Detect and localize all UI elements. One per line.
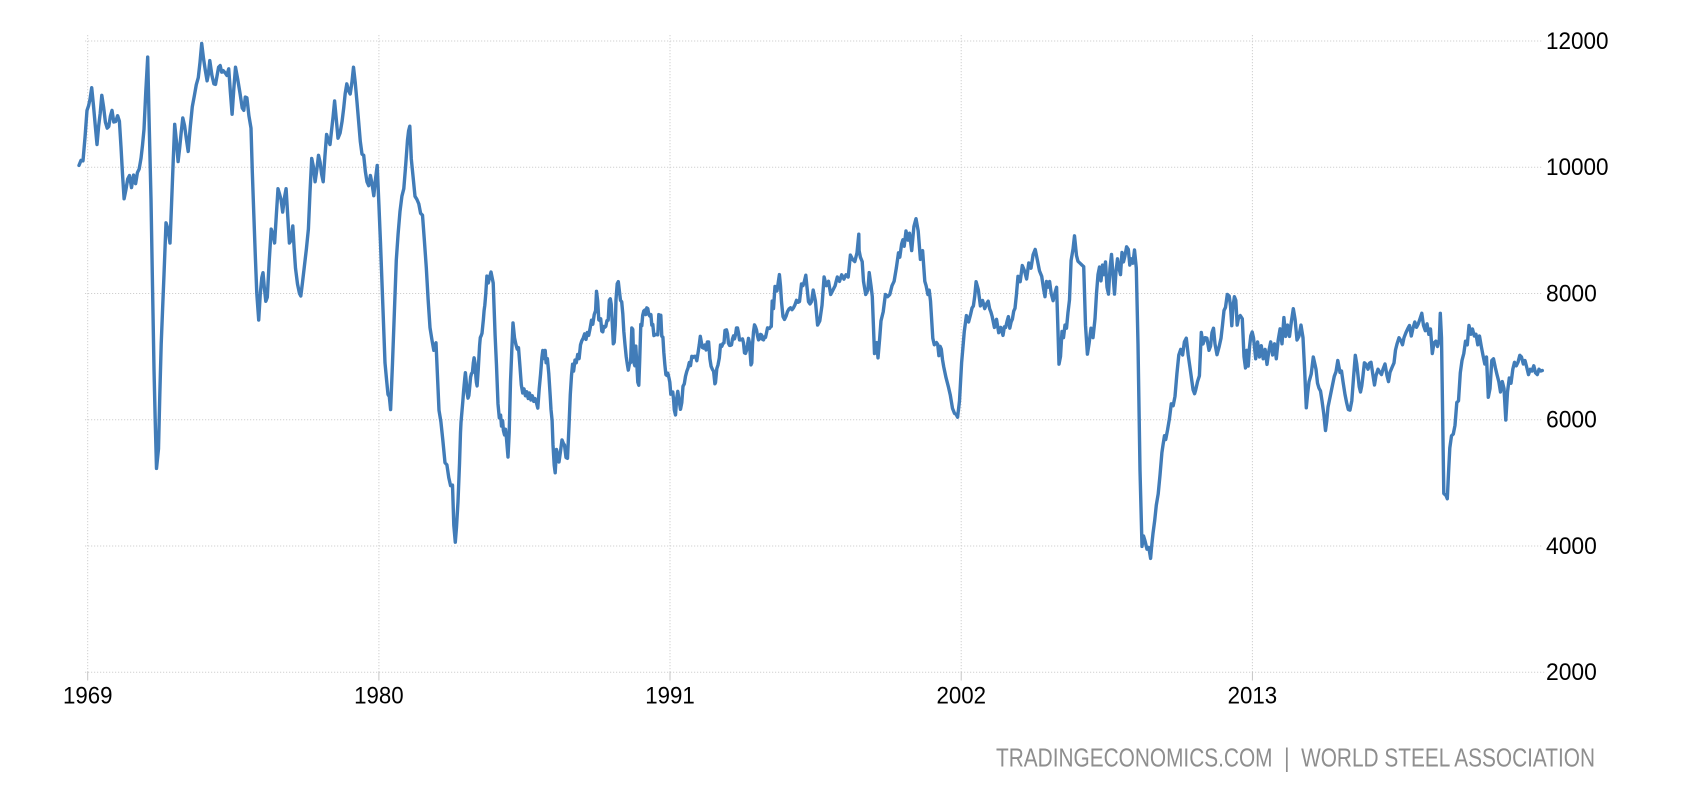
svg-text:8000: 8000: [1546, 280, 1597, 307]
svg-text:2000: 2000: [1546, 659, 1597, 686]
svg-text:TRADINGECONOMICS.COM | WORLD: TRADINGECONOMICS.COM | WORLD STEEL ASSOC…: [996, 743, 1595, 773]
svg-text:10000: 10000: [1546, 154, 1609, 181]
svg-text:4000: 4000: [1546, 533, 1597, 560]
svg-text:1969: 1969: [63, 682, 113, 709]
svg-text:2002: 2002: [936, 682, 986, 709]
svg-text:2013: 2013: [1228, 682, 1278, 709]
svg-text:1991: 1991: [645, 682, 695, 709]
svg-text:6000: 6000: [1546, 407, 1597, 434]
svg-text:1980: 1980: [354, 682, 404, 709]
svg-text:12000: 12000: [1546, 28, 1609, 55]
